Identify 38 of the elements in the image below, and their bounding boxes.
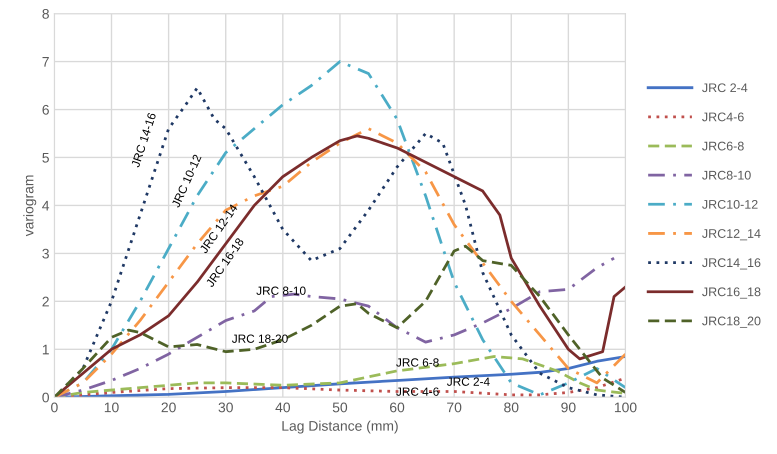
- annotation: JRC 2-4: [446, 377, 490, 386]
- x-tick-label: 30: [218, 402, 233, 412]
- y-tick-label: 0: [42, 392, 49, 402]
- y-tick-label: 6: [42, 104, 49, 115]
- legend-label: JRC14_16: [702, 258, 760, 270]
- y-axis-title: variogram: [23, 175, 36, 236]
- annotation: JRC 4-6: [396, 387, 439, 396]
- x-tick-label: 80: [504, 402, 518, 412]
- x-tick-label: 40: [275, 402, 290, 412]
- legend-label: JRC12_14: [702, 229, 761, 240]
- annotation: JRC 10-12: [171, 154, 202, 208]
- annotation: JRC 8-10: [256, 286, 306, 295]
- annotation: JRC 14-16: [131, 112, 156, 168]
- x-tick-label: 10: [104, 402, 119, 412]
- x-tick-label: 50: [332, 402, 348, 412]
- y-tick-label: 2: [42, 296, 49, 306]
- y-tick-label: 7: [42, 57, 49, 67]
- annotation: JRC 6-8: [396, 358, 439, 367]
- x-tick-label: 70: [447, 402, 462, 412]
- legend-label: JRC6-8: [702, 142, 744, 150]
- x-tick-label: 20: [162, 402, 176, 412]
- x-tick-label: 100: [614, 402, 637, 412]
- legend-label: JRC10-12: [702, 200, 758, 209]
- legend-label: JRC8-10: [702, 170, 751, 180]
- y-tick-label: 3: [42, 248, 49, 259]
- x-tick-label: 0: [51, 402, 58, 412]
- y-tick-label: 1: [42, 344, 49, 354]
- y-tick-label: 4: [42, 200, 50, 210]
- legend-label: JRC 2-4: [702, 83, 748, 92]
- y-tick-label: 5: [42, 152, 49, 163]
- y-tick-label: 8: [42, 8, 49, 19]
- annotation: JRC 18-20: [232, 334, 288, 343]
- legend-label: JRC16_18: [702, 287, 760, 299]
- legend-label: JRC18_20: [702, 316, 760, 328]
- x-tick-label: 60: [390, 402, 404, 412]
- x-tick-label: 90: [561, 402, 576, 412]
- x-axis-title: Lag Distance (mm): [282, 420, 398, 434]
- legend-label: JRC4-6: [702, 112, 744, 122]
